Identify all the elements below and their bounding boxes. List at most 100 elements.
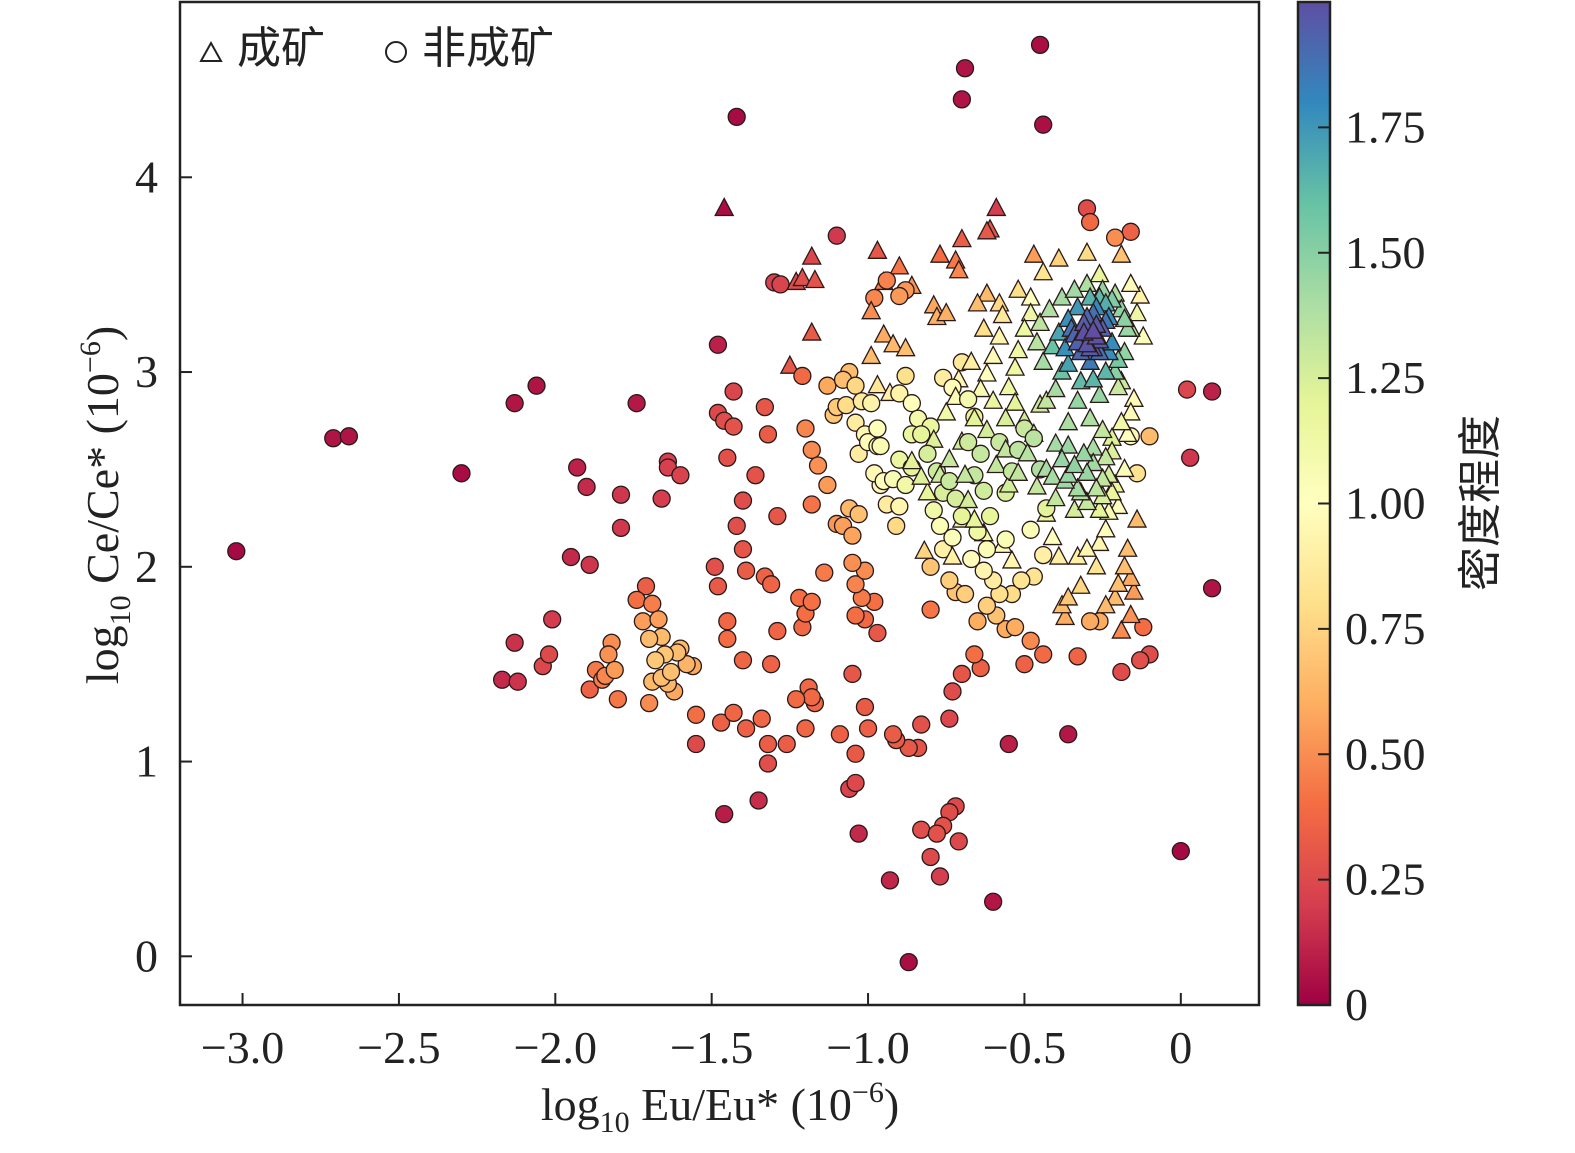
legend-label-nonore: 非成矿 (422, 24, 554, 73)
data-point-triangle (1123, 387, 1144, 407)
data-point-circle (771, 275, 790, 294)
data-point-circle (837, 395, 856, 415)
data-point-triangle (1083, 319, 1104, 339)
data-point-triangle (958, 489, 979, 509)
data-point-triangle (1126, 508, 1148, 528)
data-point-circle (727, 107, 746, 127)
data-point-circle (921, 600, 940, 619)
data-point-circle (724, 703, 743, 723)
data-point-triangle (914, 539, 935, 559)
colorbar-tick-label: 1.00 (1345, 478, 1426, 529)
data-point-circle (1024, 429, 1043, 448)
data-point-triangle (779, 354, 800, 374)
data-point-circle (965, 645, 984, 664)
plot-frame (178, 0, 1261, 1007)
colorbar-tick-label: 1.50 (1345, 227, 1426, 278)
data-point-circle (752, 709, 771, 728)
data-point-triangle (1039, 298, 1060, 318)
legend: 成矿 非成矿 (199, 24, 554, 73)
data-point-circle (561, 547, 581, 567)
data-point-circle (958, 433, 978, 452)
data-point-triangle (1108, 495, 1129, 515)
data-point-triangle (1117, 422, 1138, 443)
data-point-circle (977, 596, 997, 615)
data-point-triangle (1045, 432, 1066, 452)
data-point-circle (1068, 647, 1087, 666)
data-point-circle (1171, 841, 1190, 861)
data-point-circle (899, 953, 918, 972)
data-point-triangle (1120, 567, 1141, 587)
colorbar (1296, 0, 1332, 1007)
data-point-circle (649, 610, 668, 629)
data-point-circle (924, 501, 943, 520)
data-point-triangle (1058, 411, 1079, 431)
data-point-triangle (1067, 389, 1088, 409)
data-point-triangle (1048, 545, 1069, 565)
data-point-triangle (1051, 448, 1073, 468)
data-point-circle (452, 464, 471, 483)
data-point-triangle (942, 545, 963, 565)
data-point-triangle (1048, 247, 1069, 267)
data-point-circle (849, 824, 868, 843)
data-point-triangle (929, 243, 951, 263)
data-point-circle (902, 394, 921, 413)
data-point-circle (605, 660, 624, 680)
colorbar-tick-label: 0.50 (1345, 728, 1426, 779)
data-point-triangle (1086, 555, 1107, 575)
data-point-triangle (973, 317, 994, 337)
data-point-circle (633, 612, 653, 631)
data-point-circle (671, 466, 690, 485)
colorbar-title: 密度程度 (1456, 415, 1505, 591)
data-point-triangle (1042, 465, 1063, 485)
data-point-circle (868, 623, 887, 643)
data-point-circle (871, 436, 890, 456)
data-point-circle (887, 516, 906, 536)
data-point-triangle (1114, 555, 1135, 575)
data-point-circle (890, 497, 909, 516)
data-point-triangle (1058, 463, 1079, 483)
data-point-circle (718, 629, 737, 649)
data-point-triangle (989, 325, 1010, 345)
data-point-circle (1177, 380, 1197, 399)
data-point-triangle (964, 407, 985, 427)
data-point-triangle (1089, 263, 1110, 283)
data-point-triangle (1042, 526, 1063, 546)
colorbar-tick-label: 0.75 (1345, 603, 1426, 654)
data-point-triangle (1083, 368, 1104, 388)
data-point-circle (843, 664, 862, 684)
data-point-triangle (714, 197, 735, 217)
data-point-circle (877, 271, 896, 290)
data-point-circle (896, 366, 915, 386)
data-point-circle (846, 744, 865, 763)
data-point-circle (646, 651, 665, 670)
data-point-triangle (1111, 243, 1132, 263)
y-tick-label: 3 (135, 346, 158, 397)
data-point-circle (943, 528, 962, 547)
data-point-circle (758, 754, 778, 773)
data-point-circle (505, 394, 524, 413)
data-point-triangle (1123, 580, 1144, 600)
data-point-circle (843, 526, 862, 545)
data-point-circle (962, 549, 981, 569)
data-point-triangle (1089, 384, 1110, 404)
data-point-circle (827, 226, 846, 245)
data-point-circle (984, 892, 1003, 911)
data-point-circle (733, 491, 753, 510)
data-point-triangle (1076, 537, 1098, 557)
data-point-triangle (917, 481, 938, 501)
data-point-triangle (976, 282, 997, 302)
data-point-circle (1105, 228, 1125, 247)
data-point-triangle (976, 362, 997, 382)
data-point-triangle (1120, 401, 1141, 421)
data-point-triangle (1080, 407, 1101, 427)
y-tick-label: 2 (135, 541, 158, 592)
data-point-circle (890, 384, 909, 403)
data-point-circle (639, 629, 659, 649)
data-point-circle (802, 495, 821, 514)
data-point-triangle (939, 448, 960, 468)
data-point-circle (955, 584, 975, 604)
data-point-triangle (1036, 389, 1057, 409)
data-point-triangle (983, 389, 1004, 409)
data-point-circle (1030, 35, 1050, 54)
